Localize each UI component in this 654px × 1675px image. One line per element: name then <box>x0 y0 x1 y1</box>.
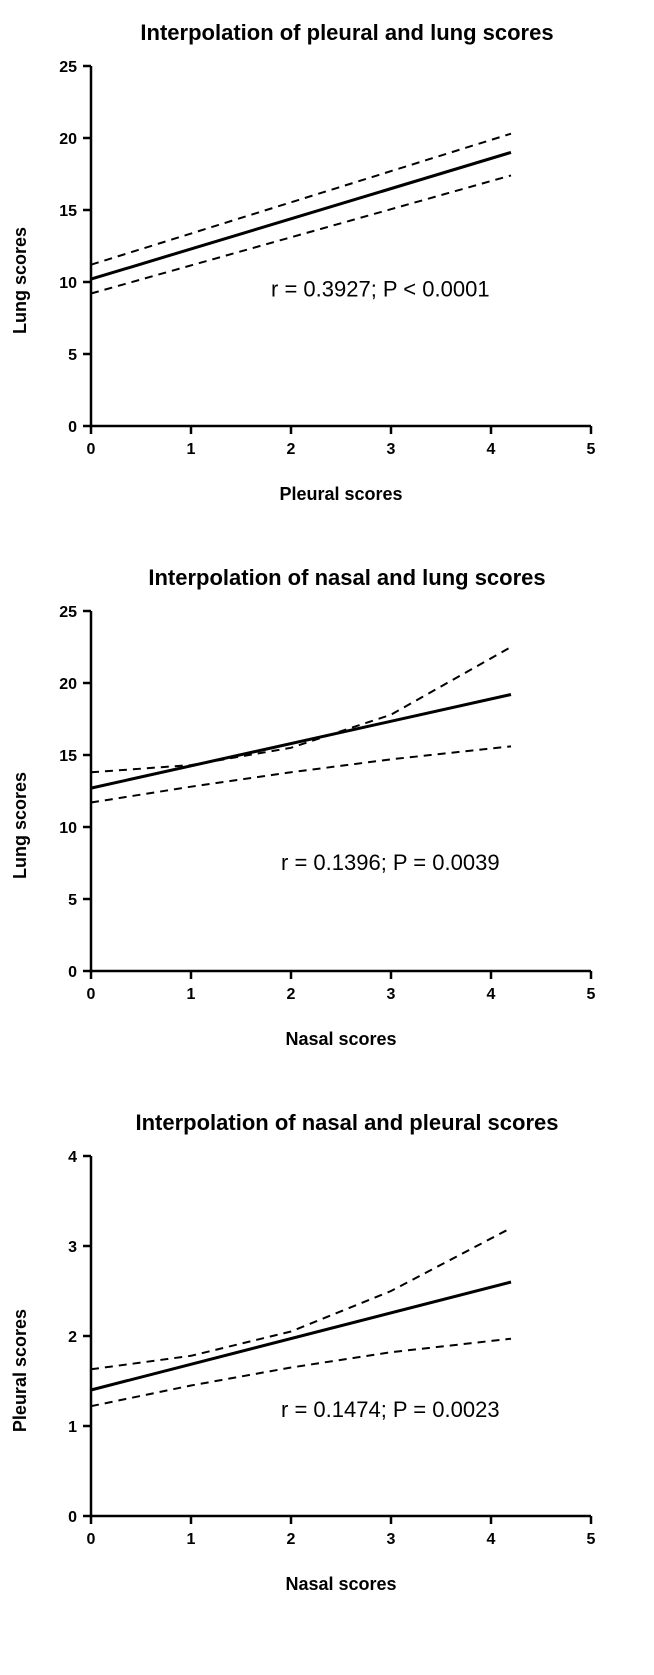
svg-text:20: 20 <box>59 676 77 693</box>
chart-panel: Interpolation of nasal and pleural score… <box>10 1110 644 1595</box>
svg-text:4: 4 <box>487 986 496 1003</box>
y-axis-label: Lung scores <box>10 227 31 334</box>
svg-text:5: 5 <box>587 441 596 458</box>
x-axis-label: Pleural scores <box>36 484 611 505</box>
svg-text:2: 2 <box>287 1531 296 1548</box>
y-axis-label: Lung scores <box>10 772 31 879</box>
svg-text:1: 1 <box>68 1419 77 1436</box>
svg-text:3: 3 <box>68 1239 77 1256</box>
svg-text:25: 25 <box>59 604 77 621</box>
chart-panel: Interpolation of pleural and lung scores… <box>10 20 644 505</box>
svg-text:0: 0 <box>68 964 77 981</box>
svg-text:5: 5 <box>587 986 596 1003</box>
svg-text:0: 0 <box>87 986 96 1003</box>
chart-svg: 0 1 2 3 4 5 0 5 10 15 20 25 r = 0.3927; … <box>36 56 611 476</box>
svg-text:4: 4 <box>487 1531 496 1548</box>
svg-text:10: 10 <box>59 820 77 837</box>
svg-text:15: 15 <box>59 203 77 220</box>
y-axis-label: Pleural scores <box>10 1309 31 1432</box>
chart-svg: 0 1 2 3 4 5 0 5 10 15 20 25 r = 0.1396; … <box>36 601 611 1021</box>
svg-text:1: 1 <box>187 441 196 458</box>
svg-text:15: 15 <box>59 748 77 765</box>
svg-text:0: 0 <box>68 419 77 436</box>
chart-title: Interpolation of nasal and pleural score… <box>50 1110 644 1136</box>
chart-title: Interpolation of pleural and lung scores <box>50 20 644 46</box>
chart-panel: Interpolation of nasal and lung scores L… <box>10 565 644 1050</box>
svg-text:3: 3 <box>387 441 396 458</box>
svg-text:0: 0 <box>87 1531 96 1548</box>
x-axis-label: Nasal scores <box>36 1029 611 1050</box>
chart-title: Interpolation of nasal and lung scores <box>50 565 644 591</box>
svg-text:5: 5 <box>68 892 77 909</box>
svg-text:1: 1 <box>187 986 196 1003</box>
svg-text:1: 1 <box>187 1531 196 1548</box>
svg-text:2: 2 <box>68 1329 77 1346</box>
svg-text:5: 5 <box>68 347 77 364</box>
chart-svg: 0 1 2 3 4 5 0 1 2 3 4 r = 0.1474; P = 0.… <box>36 1146 611 1566</box>
svg-text:r = 0.3927; P < 0.0001: r = 0.3927; P < 0.0001 <box>271 276 490 301</box>
svg-text:r = 0.1396; P = 0.0039: r = 0.1396; P = 0.0039 <box>281 850 500 875</box>
svg-text:5: 5 <box>587 1531 596 1548</box>
svg-text:2: 2 <box>287 986 296 1003</box>
x-axis-label: Nasal scores <box>36 1574 611 1595</box>
svg-text:4: 4 <box>487 441 496 458</box>
svg-text:2: 2 <box>287 441 296 458</box>
svg-text:3: 3 <box>387 986 396 1003</box>
svg-text:20: 20 <box>59 131 77 148</box>
svg-text:0: 0 <box>87 441 96 458</box>
svg-text:25: 25 <box>59 59 77 76</box>
svg-text:10: 10 <box>59 275 77 292</box>
svg-text:3: 3 <box>387 1531 396 1548</box>
svg-text:r = 0.1474; P = 0.0023: r = 0.1474; P = 0.0023 <box>281 1397 500 1422</box>
svg-text:0: 0 <box>68 1509 77 1526</box>
svg-text:4: 4 <box>68 1149 77 1166</box>
